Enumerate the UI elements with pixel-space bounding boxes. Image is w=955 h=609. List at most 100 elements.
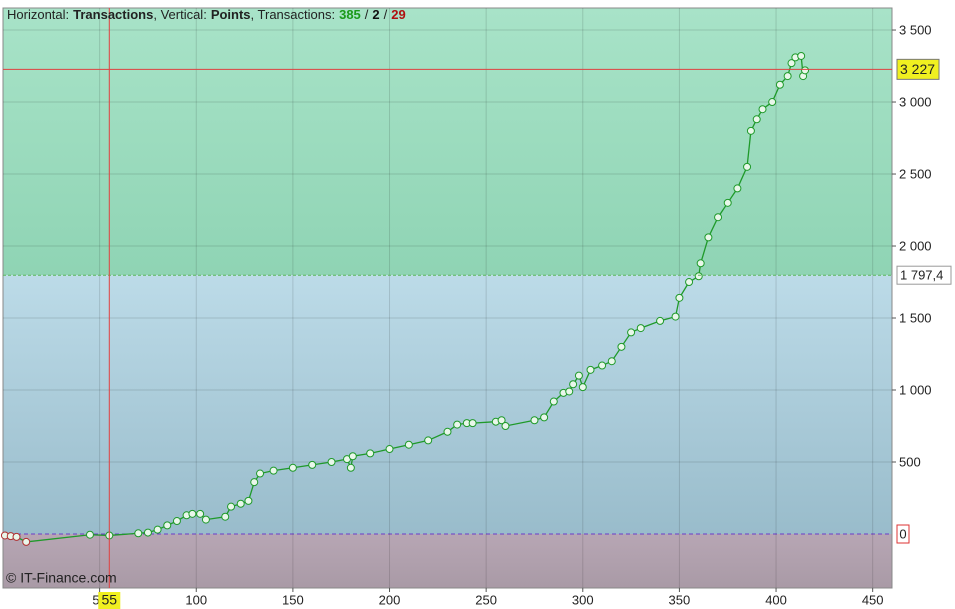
point (752, 115, 761, 124)
header-part: / (365, 7, 369, 22)
point (775, 80, 784, 89)
series (0, 51, 810, 546)
crosshair-y-box (896, 58, 940, 80)
y-tick-label: 0 (899, 526, 906, 541)
grid (3, 8, 892, 588)
point (549, 397, 558, 406)
point (443, 427, 452, 436)
point (288, 463, 297, 472)
x-tick-label: 200 (379, 592, 401, 607)
point (578, 383, 587, 392)
point (134, 529, 143, 538)
point (607, 357, 616, 366)
point (453, 420, 462, 429)
zone-below-zero (3, 534, 892, 588)
point (163, 521, 172, 530)
x-tick-label: 400 (765, 592, 787, 607)
crosshair-y-label: 3 227 (900, 61, 935, 77)
point (196, 509, 205, 518)
point (733, 184, 742, 193)
point (574, 371, 583, 380)
header-part: Horizontal: (7, 7, 69, 22)
crosshair-x-box (98, 592, 121, 609)
header-part: 385 (339, 7, 361, 22)
y-tick-label: 2 500 (899, 166, 932, 181)
point (787, 59, 796, 68)
point (797, 51, 806, 60)
point (598, 361, 607, 370)
point (758, 105, 767, 114)
header-part: , Vertical: (153, 7, 206, 22)
point (783, 72, 792, 81)
point (269, 466, 278, 475)
point (723, 198, 732, 207)
point (497, 416, 506, 425)
point (143, 528, 152, 537)
point (250, 478, 259, 487)
point (12, 532, 21, 541)
point (172, 517, 181, 526)
header: Horizontal: Transactions, Vertical: Points… (7, 7, 406, 22)
y-tick-label: 1 500 (899, 310, 932, 325)
x-tick-label: 100 (185, 592, 207, 607)
point (530, 416, 539, 425)
point (714, 213, 723, 222)
zone-above-level (3, 8, 892, 276)
level-label-box (896, 265, 952, 285)
point (569, 380, 578, 389)
point (188, 509, 197, 518)
point (656, 316, 665, 325)
point (22, 537, 31, 546)
y-tick-label: 1 000 (899, 382, 932, 397)
point (694, 272, 703, 281)
point (617, 342, 626, 351)
point (627, 328, 636, 337)
zone-above-zero (3, 275, 892, 535)
point (636, 324, 645, 333)
plot-background (2, 7, 893, 589)
point (671, 312, 680, 321)
point (704, 233, 713, 242)
y-tick-label: 3 500 (899, 22, 932, 37)
point (385, 445, 394, 454)
point (404, 440, 413, 449)
zero-label-box (896, 524, 910, 544)
point (327, 458, 336, 467)
point (85, 530, 94, 539)
point (696, 259, 705, 268)
point (346, 463, 355, 472)
point (244, 496, 253, 505)
point (586, 365, 595, 374)
x-tick-label: 250 (475, 592, 497, 607)
point (256, 469, 265, 478)
header-part: 29 (391, 7, 405, 22)
header-part: 2 (372, 7, 379, 22)
x-tick-label: 350 (669, 592, 691, 607)
header-part: , Transactions: (251, 7, 336, 22)
point (424, 436, 433, 445)
point (366, 449, 375, 458)
point (221, 512, 230, 521)
point (501, 422, 510, 431)
x-tick-label: 450 (862, 592, 884, 607)
y-tick-label: 3 000 (899, 94, 932, 109)
point (801, 66, 810, 75)
point (227, 502, 236, 511)
point (685, 278, 694, 287)
point (236, 499, 245, 508)
x-tick-label: 300 (572, 592, 594, 607)
point (675, 293, 684, 302)
header-part: / (384, 7, 388, 22)
header-part: Transactions (73, 7, 153, 22)
y-tick-label: 500 (899, 454, 921, 469)
point (565, 387, 574, 396)
point (201, 515, 210, 524)
crosshair-x-label: 55 (102, 592, 118, 608)
point (746, 126, 755, 135)
header-part: Points (211, 7, 251, 22)
plot-frame (2, 7, 893, 589)
level-label: 1 797,4 (900, 268, 943, 283)
watermark: © IT-Finance.com (6, 570, 117, 586)
